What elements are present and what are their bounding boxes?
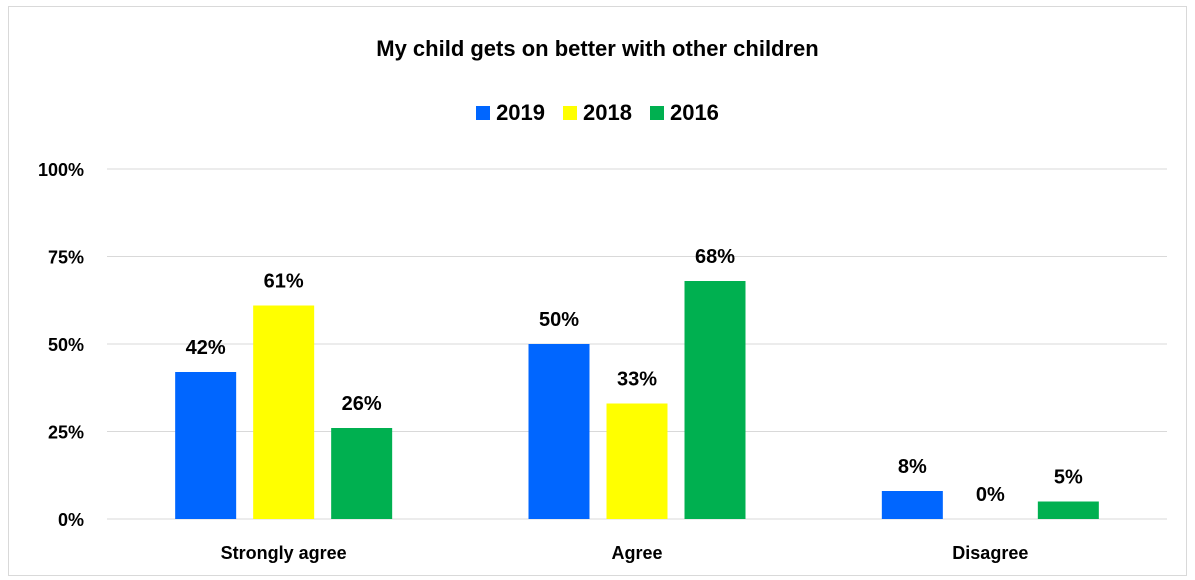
bar — [175, 372, 237, 519]
legend-item-series-3: 2016 — [649, 100, 719, 126]
chart-legend: 2019 2018 2016 — [0, 100, 1195, 126]
data-label: 8% — [898, 456, 927, 478]
chart-title: My child gets on better with other child… — [376, 36, 819, 61]
bar — [253, 305, 315, 519]
y-tick-label: 75% — [48, 248, 84, 268]
x-tick-label: Disagree — [952, 543, 1028, 563]
y-tick-label: 0% — [58, 510, 84, 530]
bar — [881, 491, 943, 519]
y-tick-label: 100% — [38, 160, 84, 180]
bar — [331, 428, 393, 519]
data-label: 50% — [539, 309, 579, 331]
legend-swatch-series-2 — [563, 106, 578, 120]
legend-item-series-2: 2018 — [563, 100, 632, 126]
legend-swatch-series-1 — [476, 106, 491, 120]
legend-item-series-1: 2019 — [476, 100, 545, 126]
bar — [684, 281, 746, 519]
data-label: 5% — [1054, 467, 1083, 489]
legend-label-series-3: 2016 — [669, 100, 719, 125]
data-label: 61% — [264, 271, 304, 293]
bar — [528, 344, 590, 519]
x-tick-label: Strongly agree — [221, 543, 347, 563]
legend-label-series-1: 2019 — [496, 100, 546, 125]
y-tick-label: 50% — [48, 335, 84, 355]
data-label: 26% — [342, 393, 382, 415]
legend-label-series-2: 2018 — [583, 100, 632, 125]
data-label: 68% — [695, 246, 735, 268]
data-label: 33% — [617, 369, 657, 391]
data-label: 0% — [976, 484, 1005, 506]
y-tick-label: 25% — [48, 423, 84, 443]
legend-swatch-series-3 — [649, 106, 664, 120]
data-label: 42% — [186, 337, 226, 359]
bar — [1037, 501, 1099, 519]
x-tick-label: Agree — [611, 543, 662, 563]
bar — [606, 403, 668, 519]
